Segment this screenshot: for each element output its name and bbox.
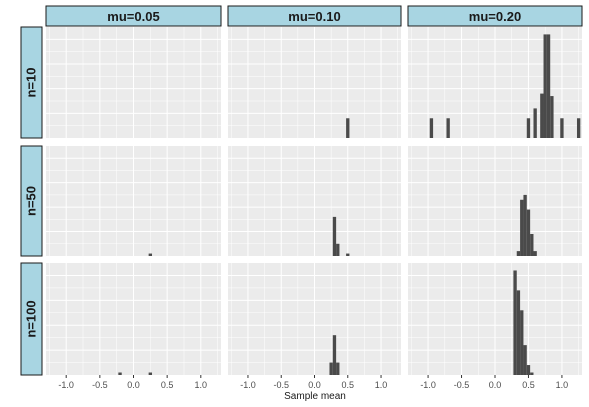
x-tick-label: 1.0 xyxy=(375,380,388,390)
histogram-bar xyxy=(543,34,547,138)
histogram-bar xyxy=(446,118,450,138)
histogram-bar xyxy=(526,118,531,138)
histogram-bar xyxy=(148,253,153,256)
panel xyxy=(408,263,582,375)
histogram-bar xyxy=(346,253,350,256)
x-tick-label: 1.0 xyxy=(195,380,208,390)
x-tick-label: 0.5 xyxy=(342,380,355,390)
col-strip xyxy=(45,5,222,27)
histogram-bar xyxy=(550,96,554,138)
histogram-bar xyxy=(523,345,527,375)
row-strip xyxy=(20,26,43,139)
histogram-bar xyxy=(533,108,537,138)
histogram-bar xyxy=(540,93,544,138)
x-tick-label: 0.0 xyxy=(127,380,140,390)
panel xyxy=(46,146,221,256)
histogram-bar xyxy=(336,243,340,256)
col-strip-label: mu=0.20 xyxy=(469,9,521,24)
x-tick-label: -1.0 xyxy=(420,380,436,390)
row-strip-label: n=100 xyxy=(24,300,39,337)
panel xyxy=(228,146,401,256)
panel xyxy=(408,146,582,256)
histogram-bar xyxy=(516,251,521,256)
x-tick-label: -1.0 xyxy=(240,380,256,390)
col-strip xyxy=(407,5,583,27)
x-tick-label: 0.5 xyxy=(522,380,535,390)
row-strip-label: n=50 xyxy=(24,186,39,216)
panel xyxy=(408,27,582,138)
panel xyxy=(46,27,221,138)
x-tick-label: -0.5 xyxy=(454,380,470,390)
panel xyxy=(228,27,401,138)
histogram-bar xyxy=(148,372,153,375)
histogram-bar xyxy=(118,372,122,375)
histogram-bar xyxy=(329,362,333,375)
histogram-bar xyxy=(523,194,527,256)
panel xyxy=(46,263,221,375)
col-strip xyxy=(227,5,402,27)
histogram-bar xyxy=(576,118,581,138)
histogram-bar xyxy=(332,335,337,375)
histogram-bar xyxy=(516,290,521,375)
histogram-bar xyxy=(533,251,537,256)
x-tick-label: 1.0 xyxy=(556,380,569,390)
histogram-bar xyxy=(560,118,564,138)
histogram-bar xyxy=(520,310,524,375)
histogram-bar xyxy=(526,209,531,256)
x-tick-label: 0.0 xyxy=(489,380,502,390)
row-strip-label: n=10 xyxy=(24,68,39,98)
histogram-bar xyxy=(546,34,551,138)
facet-strips: mu=0.05 mu=0.10 mu=0.20 n=10 n=50 n=100 xyxy=(20,5,583,376)
col-strip-label: mu=0.10 xyxy=(288,9,340,24)
x-tick-label: -0.5 xyxy=(273,380,289,390)
x-tick-label: 0.0 xyxy=(308,380,321,390)
histogram-bar xyxy=(346,118,350,138)
panel xyxy=(228,263,401,375)
x-tick-label: 0.5 xyxy=(161,380,174,390)
row-strip xyxy=(20,262,43,376)
histogram-bar xyxy=(526,365,531,375)
row-strip xyxy=(20,145,43,257)
x-tick-label: -1.0 xyxy=(58,380,74,390)
col-strip-label: mu=0.05 xyxy=(107,9,159,24)
histogram-bar xyxy=(513,270,517,375)
histogram-bar xyxy=(520,199,524,256)
x-axis-title: Sample mean xyxy=(284,391,346,402)
histogram-bar xyxy=(332,216,337,256)
x-axes: -1.0 -0.5 0.0 0.5 1.0 -1.0 -0.5 0.0 0.5 1.0 -1.0 -0… xyxy=(58,375,568,390)
facet-panels xyxy=(46,27,582,375)
x-tick-label: -0.5 xyxy=(92,380,108,390)
histogram-bar xyxy=(530,372,534,375)
histogram-bar xyxy=(336,362,340,375)
histogram-bar xyxy=(530,234,534,256)
histogram-bar xyxy=(429,118,434,138)
